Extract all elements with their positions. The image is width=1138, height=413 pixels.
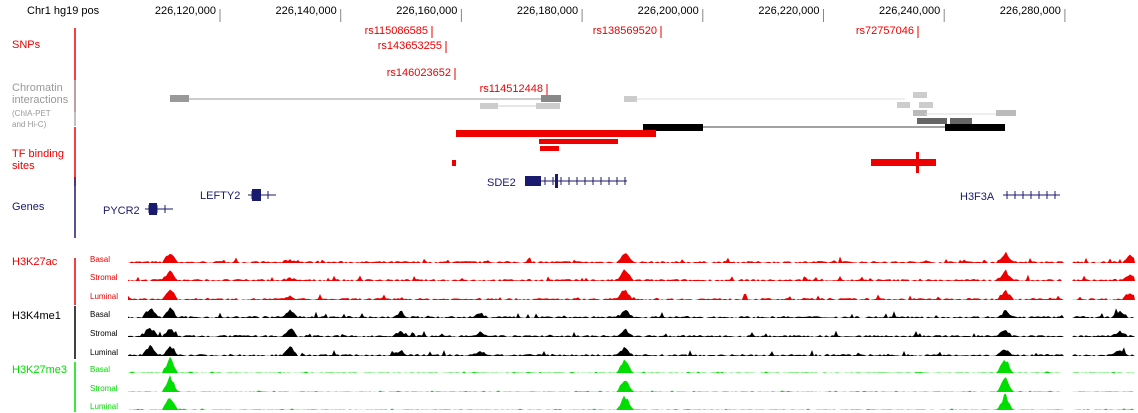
histone-label: H3K27ac (12, 256, 58, 268)
signal (128, 251, 1135, 263)
snp-label: rs115086585 (364, 25, 428, 37)
axis-label: Chr1 hg19 pos (27, 5, 100, 17)
sample-label: Luminal (90, 348, 119, 357)
signal (128, 356, 1135, 373)
snp-label: rs138569520 (592, 25, 657, 37)
block (525, 176, 541, 186)
sample-label: Basal (90, 365, 111, 374)
block (170, 95, 189, 102)
block (950, 118, 972, 124)
block (643, 124, 703, 131)
block (480, 103, 498, 109)
signal (128, 344, 1135, 356)
block (541, 95, 561, 102)
gene-label: H3F3A (960, 191, 995, 203)
block (540, 146, 559, 151)
snp-label: rs114512448 (479, 83, 543, 95)
tick-label: 226,120,000 (154, 5, 216, 17)
tick-label: 226,220,000 (758, 5, 820, 17)
block (945, 124, 1005, 131)
sample-label: Basal (90, 310, 111, 319)
signal (128, 393, 1135, 410)
track-label: Genes (12, 201, 45, 213)
gene-label: SDE2 (487, 177, 516, 189)
histone-label: H3K4me1 (12, 310, 61, 322)
snp-label: rs146023652 (386, 67, 451, 79)
block (897, 102, 910, 108)
gene-label: LEFTY2 (200, 190, 241, 202)
gene-label: PYCR2 (103, 205, 140, 217)
sample-label: Stromal (90, 273, 118, 282)
block (624, 96, 637, 102)
signal (128, 307, 1135, 318)
block (149, 203, 157, 215)
block (919, 102, 933, 108)
block (555, 174, 558, 188)
tick-label: 226,280,000 (999, 5, 1061, 17)
sample-label: Luminal (90, 292, 119, 301)
tick-label: 226,140,000 (275, 5, 337, 17)
snp-label: rs72757046 (855, 25, 914, 37)
histone-label: H3K27me3 (12, 364, 68, 376)
block (456, 130, 656, 137)
track-label: Chromatin interactions (12, 82, 69, 106)
track-sublabel: (ChIA-PET and Hi-C) (12, 109, 51, 129)
tick-label: 226,180,000 (516, 5, 579, 17)
block (536, 103, 560, 109)
signal (128, 289, 1135, 300)
sample-label: Stromal (90, 384, 118, 393)
block (913, 92, 927, 98)
block (452, 160, 456, 166)
track-label: TF binding sites (12, 148, 64, 172)
signal (128, 327, 1135, 337)
block (996, 110, 1016, 116)
sample-label: Basal (90, 255, 111, 264)
signal (128, 375, 1135, 392)
signal (128, 269, 1135, 281)
block (913, 110, 927, 116)
sample-label: Luminal (90, 402, 119, 411)
tick-label: 226,200,000 (637, 5, 699, 17)
snp-label: rs143653255 (377, 40, 442, 52)
sample-label: Stromal (90, 329, 118, 338)
block (917, 118, 947, 124)
tick-label: 226,240,000 (879, 5, 941, 17)
block (871, 159, 936, 166)
block (539, 139, 618, 144)
track-label: SNPs (12, 39, 41, 51)
block (252, 189, 261, 201)
block (916, 152, 919, 173)
tick-label: 226,160,000 (396, 5, 458, 17)
